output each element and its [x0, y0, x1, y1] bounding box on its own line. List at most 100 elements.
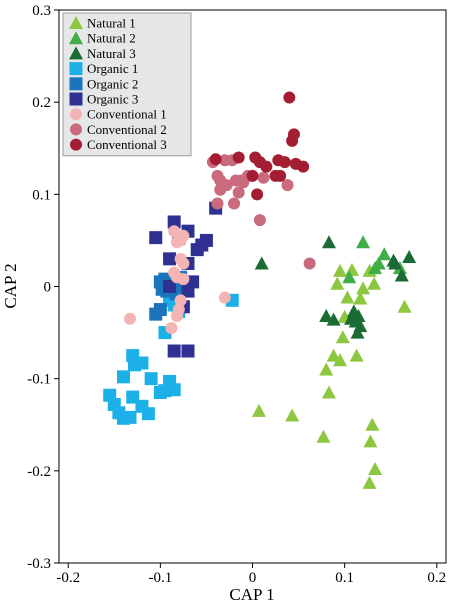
natural-1-point [316, 429, 331, 443]
conventional-3-point [251, 188, 264, 201]
legend-marker-conventional-2 [70, 123, 82, 136]
conventional-3-point [246, 169, 259, 182]
natural-1-point [330, 276, 345, 290]
legend-label-organic-3: Organic 3 [87, 92, 138, 107]
natural-3-point [402, 250, 417, 264]
conventional-3-point [209, 153, 222, 166]
axis-ticks: -0.2 -0.1 0 0.1 0.2 -0.3 -0.2 -0.1 0 0.1 0.2 0.3 [27, 3, 446, 586]
legend-marker-organic-3 [69, 92, 83, 106]
x-axis-title: CAP 1 [229, 585, 274, 604]
natural-3-point [319, 308, 334, 322]
organic-3-point [181, 284, 195, 298]
natural-1-point [333, 263, 348, 277]
x-tick-label: 0.2 [427, 570, 446, 586]
legend-label-natural-1: Natural 1 [87, 16, 136, 31]
natural-1-point [333, 353, 348, 367]
conventional-3-point [287, 128, 300, 141]
natural-1-point [340, 290, 355, 304]
legend-marker-natural-1 [69, 16, 83, 29]
legend-label-conventional-2: Conventional 2 [87, 122, 167, 137]
y-axis-title: CAP 2 [1, 263, 20, 308]
x-tick-label: 0.1 [335, 570, 354, 586]
natural-3-point [344, 311, 359, 325]
natural-2-point [356, 235, 371, 249]
legend-marker-organic-1 [69, 62, 83, 76]
natural-1-point [368, 461, 383, 475]
natural-1-point [326, 348, 341, 362]
natural-1-point [356, 281, 371, 295]
conventional-2-point [281, 179, 294, 192]
y-tick-label: 0 [44, 280, 52, 296]
organic-1-point [126, 349, 140, 363]
legend-label-natural-3: Natural 3 [87, 46, 136, 61]
organic-1-point [144, 372, 158, 386]
organic-1-point [167, 383, 181, 397]
organic-1-point [141, 407, 155, 421]
conventional-1-point [174, 294, 187, 307]
conventional-2-point [232, 186, 245, 199]
organic-1-point [117, 370, 130, 384]
natural-2-point [342, 270, 357, 284]
legend-label-conventional-1: Conventional 1 [87, 107, 167, 122]
natural-3-point [326, 312, 341, 326]
y-tick-label: 0.3 [32, 3, 51, 19]
natural-1-point [363, 434, 378, 448]
natural-1-point [251, 403, 266, 417]
organic-1-point [123, 410, 137, 424]
natural-1-point [365, 417, 380, 431]
legend-label-conventional-3: Conventional 3 [87, 137, 167, 152]
conventional-2-point [211, 197, 224, 210]
conventional-2-point [228, 197, 241, 210]
conventional-2-point [257, 171, 270, 184]
conventional-3-point [283, 91, 296, 104]
organic-3-point [167, 344, 181, 358]
conventional-1-point [218, 291, 231, 304]
legend-label-organic-2: Organic 2 [87, 76, 138, 91]
conventional-3-point [272, 154, 285, 167]
legend-marker-natural-2 [69, 31, 83, 45]
natural-1-point [321, 385, 336, 399]
conventional-1-point [168, 225, 181, 238]
conventional-2-point [214, 183, 227, 196]
natural-2-point [377, 247, 392, 261]
y-tick-label: 0.2 [32, 95, 51, 111]
natural-3-point [386, 253, 401, 267]
conventional-1-point [170, 236, 183, 249]
conventional-1-point [165, 321, 178, 334]
legend-marker-conventional-1 [70, 108, 82, 121]
organic-3-point [163, 280, 177, 293]
conventional-3-point [232, 151, 245, 164]
y-tick-label: -0.2 [27, 464, 51, 480]
conventional-3-point [260, 160, 273, 173]
natural-1-point [353, 291, 368, 305]
y-tick-label: 0.1 [32, 187, 51, 203]
natural-1-point [349, 348, 364, 362]
legend-marker-organic-2 [69, 77, 83, 91]
natural-3-point [351, 308, 366, 322]
conventional-1-point [177, 257, 190, 270]
natural-1-point [335, 330, 350, 344]
conventional-2-point [303, 257, 316, 270]
natural-1-point [397, 299, 412, 313]
y-tick-label: -0.1 [27, 372, 51, 388]
natural-3-point [321, 235, 336, 249]
conventional-2-point [253, 214, 266, 227]
legend-label-organic-1: Organic 1 [87, 61, 138, 76]
legend-label-natural-2: Natural 2 [87, 31, 136, 46]
natural-1-point [285, 408, 300, 422]
organic-3-point [149, 231, 163, 245]
data-points [103, 91, 417, 489]
conventional-3-point [274, 169, 287, 182]
organic-3-point [181, 344, 195, 358]
natural-1-point [362, 475, 377, 489]
natural-1-point [367, 276, 382, 290]
natural-3-point [394, 268, 409, 282]
conventional-3-point [297, 160, 310, 173]
y-tick-label: -0.3 [27, 556, 51, 572]
legend-marker-natural-3 [69, 46, 83, 60]
natural-2-point [368, 261, 383, 275]
conventional-1-point [123, 312, 136, 325]
organic-3-point [190, 243, 204, 257]
